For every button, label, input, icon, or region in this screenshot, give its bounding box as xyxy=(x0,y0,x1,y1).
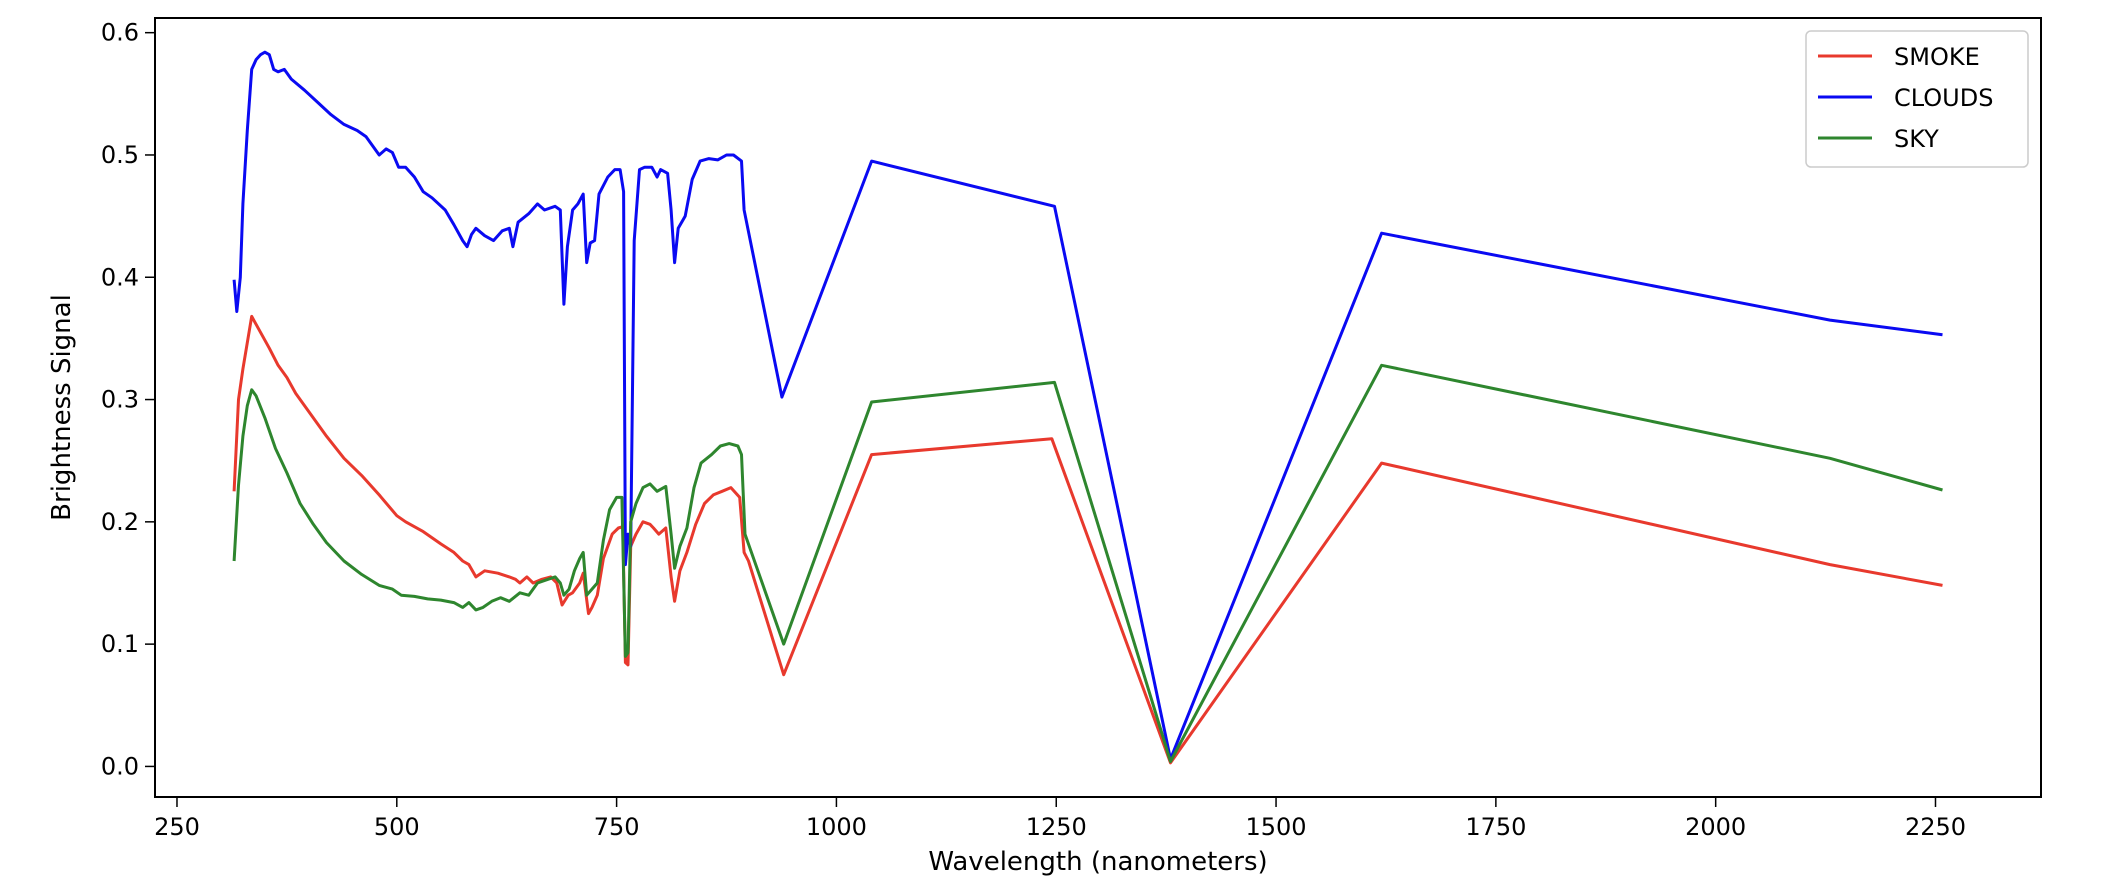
x-axis-ticks: 250 500 750 1000 1250 1500 1750 2000 2250 xyxy=(154,797,1966,841)
y-axis-label: Brightness Signal xyxy=(47,294,77,521)
y-tick-label: 0.1 xyxy=(101,630,139,658)
y-tick-label: 0.4 xyxy=(101,263,139,291)
x-tick-label: 250 xyxy=(154,813,200,841)
x-tick-label: 750 xyxy=(594,813,640,841)
y-tick-label: 0.2 xyxy=(101,508,139,536)
y-tick-label: 0.0 xyxy=(101,752,139,780)
series-line-smoke xyxy=(232,314,1943,765)
x-tick-label: 1500 xyxy=(1246,813,1307,841)
x-tick-label: 2250 xyxy=(1905,813,1966,841)
plot-lines xyxy=(232,50,1943,765)
x-tick-label: 1000 xyxy=(806,813,867,841)
x-tick-label: 500 xyxy=(374,813,420,841)
series-line-clouds xyxy=(232,50,1943,761)
y-tick-label: 0.6 xyxy=(101,19,139,47)
legend-label-smoke: SMOKE xyxy=(1894,43,1980,71)
x-tick-label: 1750 xyxy=(1465,813,1526,841)
y-tick-label: 0.3 xyxy=(101,386,139,414)
x-tick-label: 2000 xyxy=(1685,813,1746,841)
series-line-sky xyxy=(232,363,1943,763)
y-tick-label: 0.5 xyxy=(101,141,139,169)
x-tick-label: 1250 xyxy=(1026,813,1087,841)
x-axis-label: Wavelength (nanometers) xyxy=(928,847,1267,877)
legend-label-clouds: CLOUDS xyxy=(1894,84,1993,112)
legend-label-sky: SKY xyxy=(1894,125,1939,153)
legend: SMOKE CLOUDS SKY xyxy=(1805,30,2029,168)
plot-area-frame xyxy=(154,17,2042,798)
y-axis-ticks: 0.0 0.1 0.2 0.3 0.4 0.5 0.6 xyxy=(101,19,155,780)
legend-box xyxy=(1805,30,2029,168)
